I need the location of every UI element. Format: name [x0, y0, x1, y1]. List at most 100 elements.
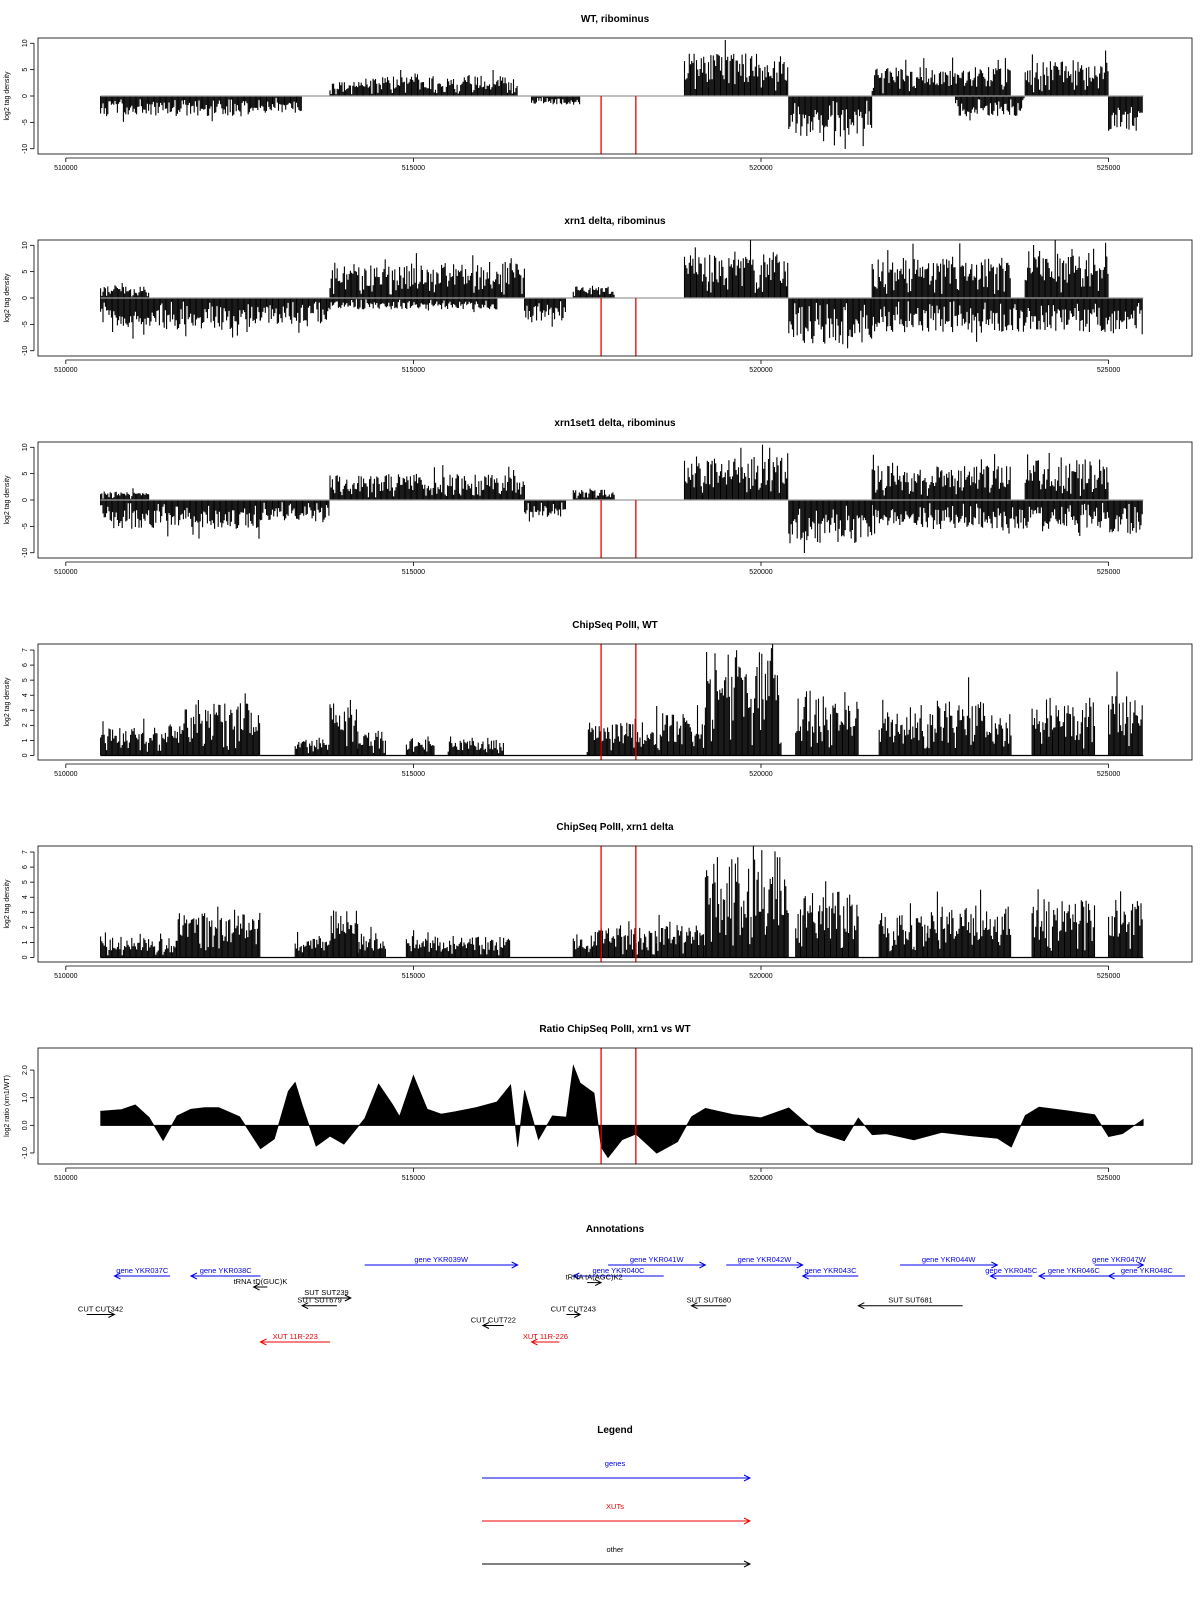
feature-arrowhead-icon: [699, 1261, 707, 1269]
plot-frame: [37, 845, 1193, 963]
feature-arrowhead-icon: [857, 1302, 865, 1310]
feature-label: CUT CUT342: [78, 1305, 123, 1314]
feature-sut-sut239: SUT SUT239: [302, 1288, 352, 1302]
feature-label: XUT 11R-226: [523, 1332, 568, 1341]
x-tick-label: 520000: [749, 1175, 772, 1182]
y-tick-label: 10: [22, 39, 29, 47]
legend-item-other: other: [482, 1545, 752, 1568]
feature-arrowhead-icon: [301, 1302, 309, 1310]
positive-strand-bars-2: [294, 931, 330, 958]
legend-item-label: genes: [605, 1459, 626, 1468]
y-tick-label: 2.0: [22, 1065, 29, 1075]
chart-panel-1: WT, ribominus log2 tag density -10 -5 0 5 10 51…: [4, 14, 1193, 172]
legend-item-XUTs: XUTs: [482, 1502, 752, 1525]
y-tick-label: 7: [22, 850, 29, 854]
x-tick-label: 520000: [749, 771, 772, 778]
y-tick-label: 3: [22, 910, 29, 914]
negative-strand-bars-5: [1108, 96, 1143, 131]
positive-strand-bars-5: [405, 930, 511, 958]
feature-xut-11r-226: XUT 11R-226: [523, 1332, 568, 1346]
data-series: [100, 444, 1144, 553]
feature-trna-td-guc-k: tRNA tD(GUC)K: [234, 1277, 288, 1291]
chart-panel-5: ChipSeq PolII, xrn1 delta log2 tag densit…: [4, 822, 1193, 980]
positive-strand-bars-13: [1031, 889, 1096, 958]
feature-arrowhead-icon: [259, 1338, 267, 1346]
negative-strand-bars-0: [100, 96, 261, 122]
y-tick-label: 0: [22, 94, 29, 98]
positive-strand-bars-2: [572, 488, 615, 500]
legend-arrowhead-icon: [743, 1517, 752, 1525]
feature-gene-ykr047w: gene YKR047W: [1092, 1255, 1147, 1269]
y-tick-label: 6: [22, 865, 29, 869]
y-tick-label: 5: [22, 68, 29, 72]
positive-strand-bars-2: [572, 285, 615, 298]
y-axis-label: log2 tag density: [4, 273, 11, 323]
negative-strand-bars-4: [955, 96, 1025, 121]
x-tick-label: 520000: [749, 569, 772, 576]
feature-sut-sut679: SUT SUT679: [297, 1296, 342, 1310]
y-tick-label: -10: [22, 144, 29, 154]
y-tick-label: 2: [22, 925, 29, 929]
x-tick-label: 525000: [1097, 367, 1120, 374]
positive-strand-bars-5: [1024, 240, 1109, 298]
data-series: [100, 846, 1144, 959]
y-tick-label: 1: [22, 940, 29, 944]
y-tick-label: 6: [22, 663, 29, 667]
chart-title: xrn1set1 delta, ribominus: [554, 418, 676, 429]
feature-label: tRNA tD(GUC)K: [234, 1277, 288, 1286]
feature-label: SUT SUT681: [888, 1296, 932, 1305]
positive-strand-bars-8: [656, 914, 706, 958]
positive-strand-bars-2: [683, 40, 789, 96]
y-tick-label: -5: [22, 119, 29, 125]
negative-strand-bars-4: [788, 298, 873, 349]
positive-strand-bars-14: [1031, 697, 1096, 756]
negative-strand-bars-1: [259, 500, 330, 523]
chart-title: xrn1 delta, ribominus: [564, 216, 666, 227]
feature-arrowhead-icon: [113, 1272, 121, 1280]
feature-cut-cut342: CUT CUT342: [78, 1305, 123, 1318]
y-axis-label: log2 tag density: [4, 71, 11, 121]
feature-arrowhead-icon: [530, 1338, 538, 1346]
positive-strand-bars-4: [357, 926, 386, 958]
positive-strand-bars-6: [447, 736, 504, 756]
feature-label: SUT SUT680: [687, 1296, 731, 1305]
feature-label: gene YKR046C: [1048, 1266, 1101, 1275]
feature-label: tRNA tA(AGC)K2: [566, 1273, 623, 1282]
positive-strand-bars-6: [572, 934, 595, 958]
feature-sut-sut680: SUT SUT680: [687, 1296, 731, 1310]
feature-arrowhead-icon: [594, 1279, 603, 1287]
x-tick-label: 525000: [1097, 973, 1120, 980]
positive-strand-bars-14: [1108, 891, 1143, 958]
positive-strand-bars-8: [656, 705, 706, 756]
positive-strand-bars-11: [878, 903, 928, 958]
x-tick-label: 510000: [54, 771, 77, 778]
data-series: [100, 644, 1144, 757]
x-tick-label: 515000: [402, 165, 425, 172]
positive-strand-bars-1: [183, 693, 261, 756]
feature-gene-ykr042w: gene YKR042W: [726, 1255, 804, 1269]
feature-label: gene YKR040C: [592, 1266, 645, 1275]
chart-title: Ratio ChipSeq PolII, xrn1 vs WT: [539, 1024, 690, 1035]
legend-arrowhead-icon: [743, 1560, 752, 1568]
y-tick-label: 0: [22, 498, 29, 502]
x-tick-label: 510000: [54, 973, 77, 980]
legend-item-label: other: [606, 1545, 624, 1554]
x-tick-label: 515000: [402, 1175, 425, 1182]
negative-strand-bars-5: [1108, 500, 1143, 534]
positive-strand-bars-5: [405, 736, 435, 756]
positive-strand-bars-4: [1024, 50, 1109, 96]
annotations-panel: Annotations gene YKR037C gene YKR038C gene …: [78, 1224, 1186, 1346]
negative-strand-bars-5: [871, 298, 1108, 342]
positive-strand-bars-3: [683, 444, 789, 500]
negative-strand-bars-0: [100, 298, 261, 339]
feature-trna-ta-agc-k2: tRNA tA(AGC)K2: [566, 1273, 623, 1287]
y-tick-label: 2: [22, 723, 29, 727]
chart-panel-4: ChipSeq PolII, WT log2 tag density 0 1 2 3 4 5 6…: [4, 620, 1193, 778]
x-tick-label: 510000: [54, 367, 77, 374]
plot-frame: [37, 441, 1193, 559]
data-series: [100, 40, 1144, 149]
positive-strand-bars-4: [871, 454, 1011, 500]
y-tick-label: -5: [22, 321, 29, 327]
x-tick-label: 515000: [402, 771, 425, 778]
